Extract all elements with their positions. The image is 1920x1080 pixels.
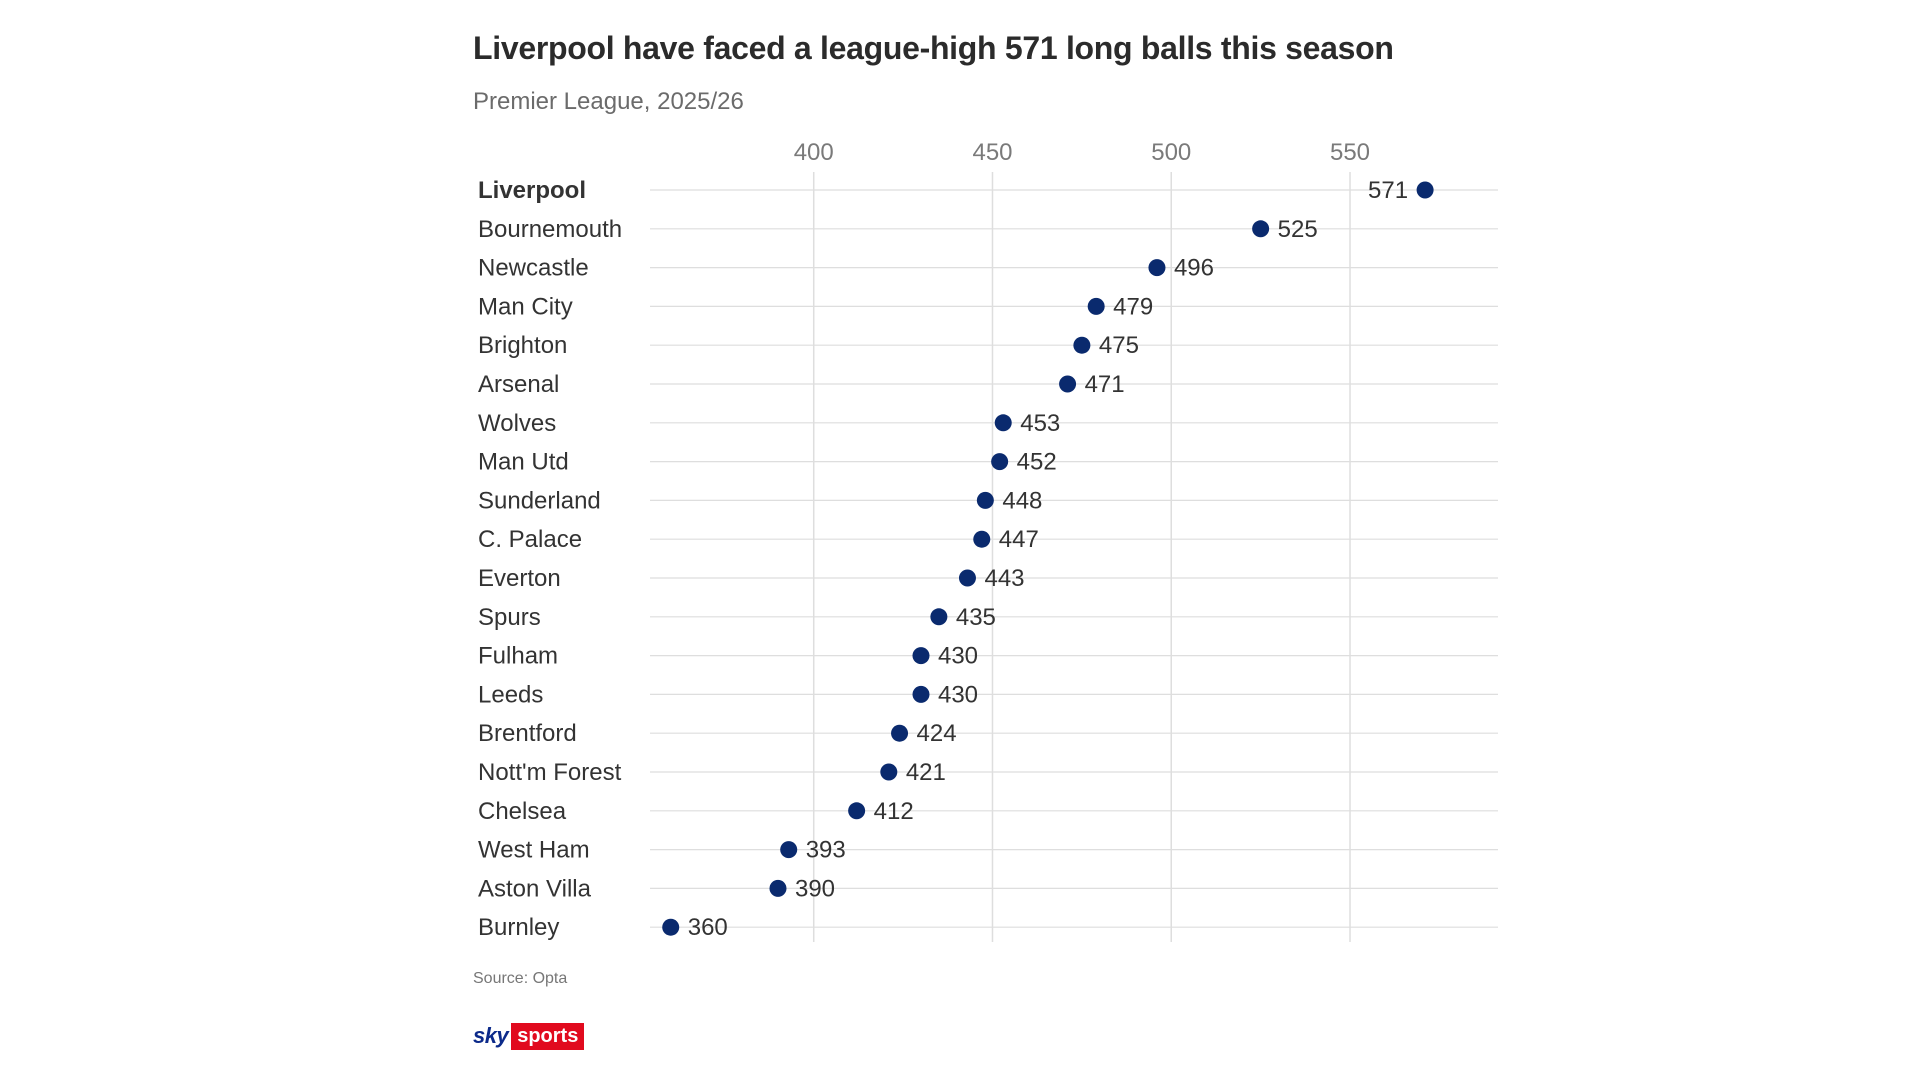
value-label: 412	[874, 798, 914, 825]
sky-sports-logo: sky sports	[473, 1022, 585, 1050]
x-tick-label: 450	[972, 139, 1012, 166]
source-note: Source: Opta	[473, 970, 568, 987]
category-label: West Ham	[478, 837, 590, 864]
category-label: Aston Villa	[478, 875, 592, 902]
value-label: 571	[1368, 177, 1408, 204]
data-point	[1252, 220, 1270, 238]
value-label: 447	[999, 526, 1039, 553]
x-tick-label: 550	[1330, 139, 1370, 166]
value-label: 430	[938, 643, 978, 670]
category-label: Man City	[478, 293, 573, 320]
data-point	[958, 569, 976, 587]
value-label: 452	[1017, 449, 1057, 476]
category-label: C. Palace	[478, 526, 582, 553]
data-point	[848, 802, 866, 820]
value-label: 360	[688, 914, 728, 941]
category-label: Sunderland	[478, 487, 601, 514]
value-label: 443	[984, 565, 1024, 592]
value-label: 525	[1278, 216, 1318, 243]
logo-sports-text: sports	[511, 1022, 585, 1050]
value-label: 421	[906, 759, 946, 786]
data-point	[994, 414, 1012, 432]
value-label: 424	[917, 720, 957, 747]
chart-title: Liverpool have faced a league-high 571 l…	[473, 30, 1394, 66]
category-label: Spurs	[478, 604, 541, 631]
category-label: Liverpool	[478, 177, 586, 204]
value-label: 471	[1085, 371, 1125, 398]
data-point	[930, 608, 948, 626]
data-point	[912, 685, 930, 703]
data-point	[991, 453, 1009, 471]
data-point	[880, 763, 898, 781]
category-label: Man Utd	[478, 449, 569, 476]
category-label: Leeds	[478, 681, 543, 708]
category-label: Chelsea	[478, 798, 567, 825]
value-label: 430	[938, 681, 978, 708]
data-point	[1087, 297, 1105, 315]
data-point	[973, 530, 991, 548]
category-label: Brentford	[478, 720, 577, 747]
data-point	[1073, 336, 1091, 354]
data-point	[912, 647, 930, 665]
category-label: Bournemouth	[478, 216, 622, 243]
value-label: 393	[806, 837, 846, 864]
value-label: 496	[1174, 255, 1214, 282]
value-label: 435	[956, 604, 996, 631]
data-point	[769, 879, 787, 897]
data-point	[1059, 375, 1077, 393]
data-point	[780, 841, 798, 859]
category-label: Burnley	[478, 914, 559, 941]
category-label: Arsenal	[478, 371, 559, 398]
logo-sky-text: sky	[473, 1023, 509, 1048]
x-tick-label: 400	[794, 139, 834, 166]
category-label: Newcastle	[478, 255, 589, 282]
category-label: Fulham	[478, 643, 558, 670]
x-tick-label: 500	[1151, 139, 1191, 166]
category-label: Nott'm Forest	[478, 759, 622, 786]
value-label: 453	[1020, 410, 1060, 437]
data-point	[1416, 181, 1434, 199]
data-point	[976, 491, 994, 509]
value-label: 390	[795, 875, 835, 902]
category-label: Brighton	[478, 332, 567, 359]
value-label: 448	[1002, 487, 1042, 514]
data-point	[662, 918, 680, 936]
value-label: 479	[1113, 293, 1153, 320]
chart-subtitle: Premier League, 2025/26	[473, 88, 744, 115]
value-label: 475	[1099, 332, 1139, 359]
category-label: Wolves	[478, 410, 556, 437]
data-point	[1148, 259, 1166, 277]
data-point	[891, 724, 909, 742]
category-label: Everton	[478, 565, 561, 592]
